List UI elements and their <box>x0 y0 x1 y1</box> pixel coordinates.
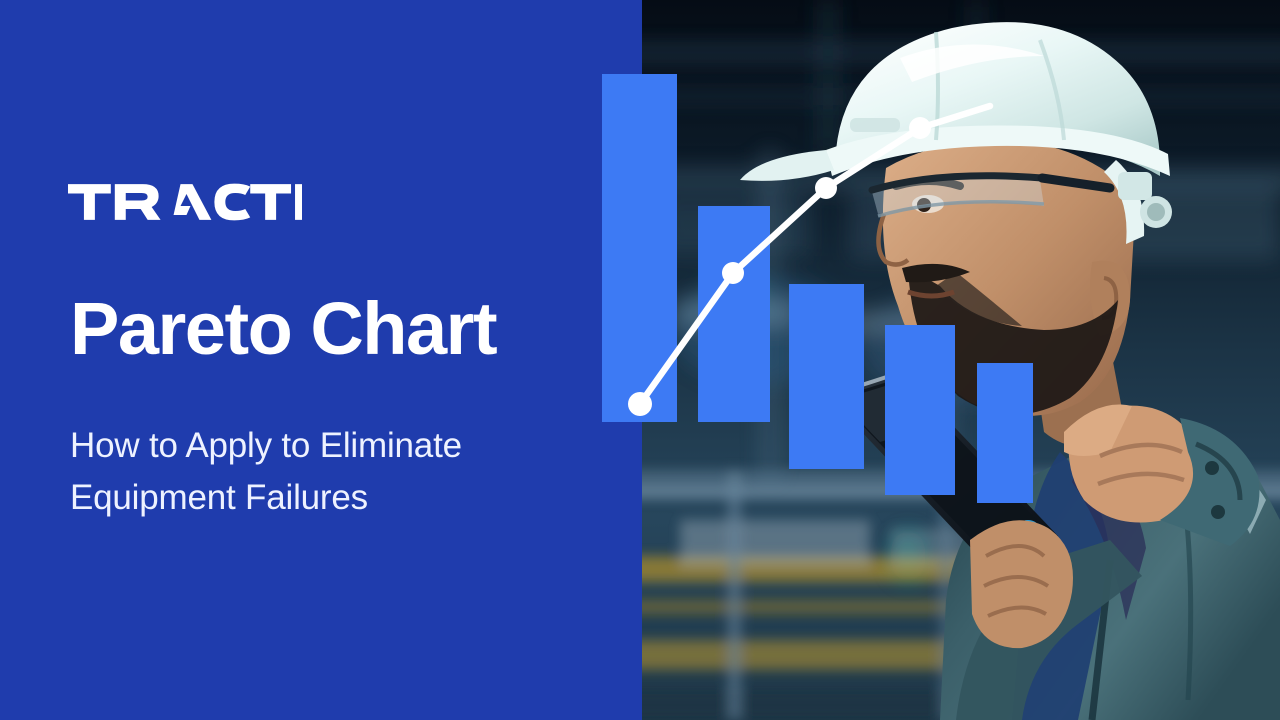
page-title: Pareto Chart <box>70 287 498 370</box>
technician-photo <box>640 0 1280 720</box>
tractian-logo <box>68 183 302 221</box>
left-content-panel: Pareto Chart How to Apply to Eliminate E… <box>68 183 610 524</box>
page-subtitle: How to Apply to Eliminate Equipment Fail… <box>70 420 610 524</box>
subtitle-line-2: Equipment Failures <box>70 477 368 517</box>
subtitle-line-1: How to Apply to Eliminate <box>70 426 462 465</box>
